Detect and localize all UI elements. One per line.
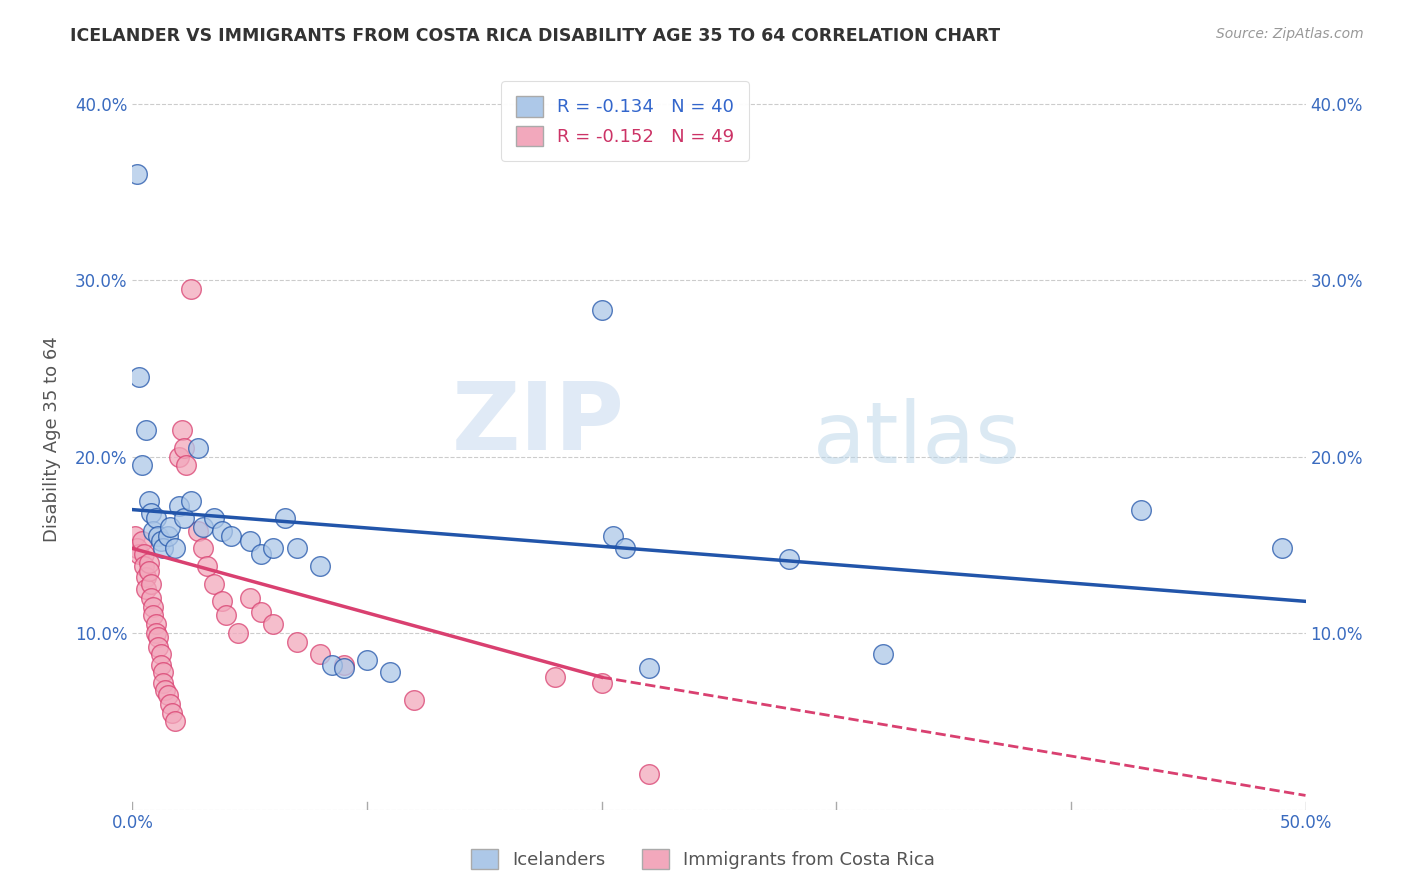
Point xyxy=(128,370,150,384)
Point xyxy=(1271,541,1294,556)
Text: atlas: atlas xyxy=(813,398,1021,481)
Point xyxy=(187,441,209,455)
Point xyxy=(591,303,613,318)
Point xyxy=(149,657,172,672)
Point xyxy=(125,541,148,556)
Point xyxy=(309,647,332,661)
Point xyxy=(138,565,160,579)
Point xyxy=(191,541,214,556)
Point xyxy=(219,529,242,543)
Point xyxy=(138,493,160,508)
Point xyxy=(173,511,195,525)
Point xyxy=(131,534,153,549)
Point xyxy=(197,559,219,574)
Point xyxy=(128,547,150,561)
Point xyxy=(262,541,284,556)
Point xyxy=(139,591,162,605)
Point xyxy=(142,524,165,538)
Point xyxy=(142,599,165,614)
Point xyxy=(176,458,198,473)
Point xyxy=(215,608,238,623)
Point xyxy=(149,647,172,661)
Point xyxy=(309,559,332,574)
Point xyxy=(152,541,174,556)
Legend: Icelanders, Immigrants from Costa Rica: Icelanders, Immigrants from Costa Rica xyxy=(461,839,945,879)
Text: ICELANDER VS IMMIGRANTS FROM COSTA RICA DISABILITY AGE 35 TO 64 CORRELATION CHAR: ICELANDER VS IMMIGRANTS FROM COSTA RICA … xyxy=(70,27,1001,45)
Point xyxy=(145,617,167,632)
Point xyxy=(226,626,249,640)
Point xyxy=(614,541,637,556)
Point xyxy=(380,665,402,679)
Point xyxy=(778,552,800,566)
Point xyxy=(132,559,155,574)
Point xyxy=(148,640,170,655)
Point xyxy=(152,665,174,679)
Point xyxy=(285,541,308,556)
Point xyxy=(163,541,186,556)
Y-axis label: Disability Age 35 to 64: Disability Age 35 to 64 xyxy=(44,336,60,542)
Point xyxy=(125,167,148,181)
Point xyxy=(142,608,165,623)
Point xyxy=(356,652,378,666)
Point xyxy=(544,670,567,684)
Point xyxy=(637,767,659,781)
Point xyxy=(145,626,167,640)
Point xyxy=(321,657,343,672)
Point xyxy=(180,282,202,296)
Point xyxy=(250,547,273,561)
Point xyxy=(211,594,233,608)
Point xyxy=(159,697,181,711)
Point xyxy=(332,657,354,672)
Point xyxy=(239,591,262,605)
Point xyxy=(204,576,226,591)
Point xyxy=(163,714,186,729)
Point xyxy=(191,520,214,534)
Point xyxy=(250,605,273,619)
Point xyxy=(135,582,157,596)
Point xyxy=(1130,502,1153,516)
Point xyxy=(159,520,181,534)
Point xyxy=(591,675,613,690)
Point xyxy=(148,630,170,644)
Point xyxy=(274,511,297,525)
Point xyxy=(204,511,226,525)
Point xyxy=(239,534,262,549)
Point xyxy=(156,529,179,543)
Point xyxy=(173,441,195,455)
Point xyxy=(211,524,233,538)
Point xyxy=(156,688,179,702)
Text: Source: ZipAtlas.com: Source: ZipAtlas.com xyxy=(1216,27,1364,41)
Point xyxy=(872,647,894,661)
Point xyxy=(602,529,624,543)
Point xyxy=(138,556,160,570)
Point xyxy=(637,661,659,675)
Point xyxy=(152,675,174,690)
Point xyxy=(285,635,308,649)
Point xyxy=(145,511,167,525)
Point xyxy=(149,534,172,549)
Point xyxy=(332,661,354,675)
Point xyxy=(132,547,155,561)
Point xyxy=(139,506,162,520)
Point xyxy=(148,529,170,543)
Point xyxy=(187,524,209,538)
Point xyxy=(155,682,177,697)
Legend: R = -0.134   N = 40, R = -0.152   N = 49: R = -0.134 N = 40, R = -0.152 N = 49 xyxy=(502,81,749,161)
Point xyxy=(402,693,425,707)
Point xyxy=(262,617,284,632)
Point xyxy=(139,576,162,591)
Point xyxy=(162,706,184,720)
Point xyxy=(169,499,191,513)
Text: ZIP: ZIP xyxy=(453,378,626,470)
Point xyxy=(135,569,157,583)
Point xyxy=(131,458,153,473)
Point xyxy=(180,493,202,508)
Point xyxy=(135,423,157,437)
Point xyxy=(170,423,193,437)
Point xyxy=(124,529,146,543)
Point xyxy=(169,450,191,464)
